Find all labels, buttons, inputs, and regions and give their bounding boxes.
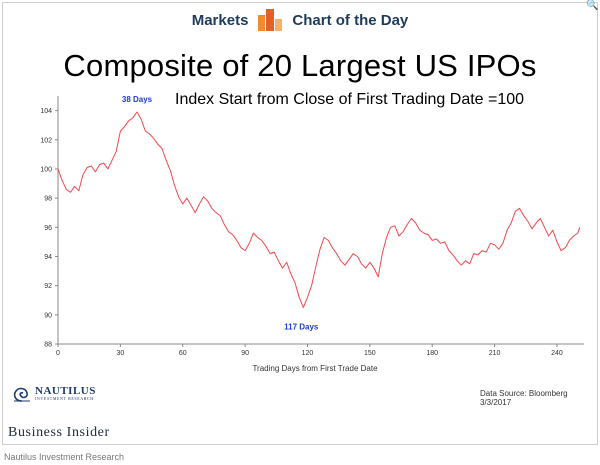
banner-markets-label: Markets bbox=[191, 11, 249, 29]
y-tick-label: 98 bbox=[44, 196, 52, 203]
search-icon[interactable]: 🔍 bbox=[586, 0, 599, 11]
x-tick-label: 240 bbox=[551, 350, 563, 357]
x-tick-label: 150 bbox=[364, 350, 376, 357]
y-tick-label: 88 bbox=[44, 342, 52, 349]
x-tick-label: 30 bbox=[116, 350, 124, 357]
x-tick-label: 90 bbox=[241, 350, 249, 357]
x-tick-label: 0 bbox=[56, 350, 60, 357]
chart-series bbox=[57, 111, 581, 308]
chart-ticks: 88 90 92 94 96 98 100 102 104 0 30 60 90 120 150 180 210… bbox=[40, 108, 563, 357]
chart-card bbox=[2, 2, 598, 445]
chart-title: Composite of 20 Largest US IPOs bbox=[63, 48, 537, 83]
y-tick-label: 104 bbox=[40, 108, 52, 115]
chart-axes bbox=[57, 96, 584, 345]
x-tick-label: 120 bbox=[302, 350, 314, 357]
y-tick-label: 102 bbox=[40, 137, 52, 144]
series-line bbox=[57, 111, 581, 308]
nautilus-logo-name: NAUTILUS bbox=[35, 384, 96, 397]
x-tick-label: 210 bbox=[489, 350, 501, 357]
x-tick-label: 180 bbox=[426, 350, 438, 357]
data-source: Data Source: Bloomberg 3/3/2017 bbox=[480, 389, 568, 407]
x-axis-label: Trading Days from First Trade Date bbox=[252, 364, 378, 373]
nautilus-shell-icon bbox=[13, 387, 30, 402]
banner: Markets Chart of the Day bbox=[0, 6, 600, 34]
y-tick-label: 96 bbox=[44, 225, 52, 232]
logo-bar-2 bbox=[266, 9, 275, 31]
y-tick-label: 94 bbox=[44, 254, 52, 261]
x-tick-label: 60 bbox=[179, 350, 187, 357]
nautilus-logo: NAUTILUS INVESTMENT RESEARCH bbox=[12, 384, 96, 402]
logo-bar-3 bbox=[275, 19, 283, 31]
nautilus-logo-sub: INVESTMENT RESEARCH bbox=[35, 395, 94, 401]
y-tick-label: 90 bbox=[44, 312, 52, 319]
chart-of-the-day-logo-icon bbox=[258, 9, 283, 31]
annotation-label: 117 Days bbox=[284, 322, 319, 331]
y-tick-label: 100 bbox=[40, 166, 52, 173]
annotation-label: 38 Days bbox=[122, 95, 153, 104]
logo-bar-1 bbox=[258, 15, 266, 31]
business-insider-logo: Business Insider bbox=[8, 425, 110, 440]
chart-subtitle: Index Start from Close of First Trading … bbox=[175, 91, 525, 108]
y-tick-label: 92 bbox=[44, 283, 52, 290]
banner-chart-of-day-label: Chart of the Day bbox=[292, 11, 409, 29]
image-credit: Nautilus Investment Research bbox=[4, 452, 125, 462]
chart-annotations: 38 Days 117 Days bbox=[122, 95, 319, 331]
